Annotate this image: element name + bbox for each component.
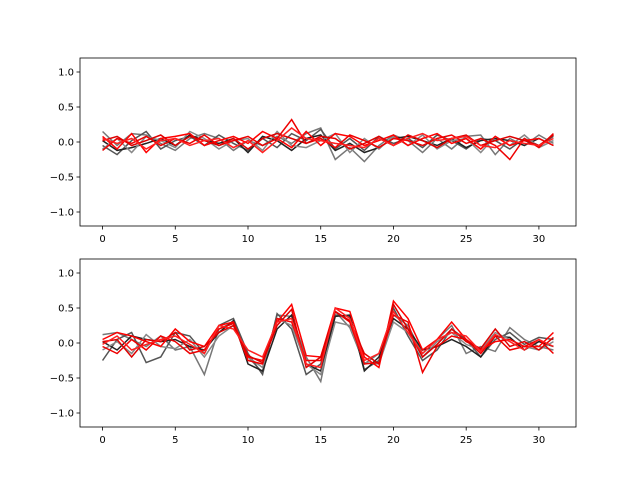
series-group <box>102 118 554 163</box>
series-line-3 <box>102 313 554 373</box>
x-tick-label: 20 <box>387 435 400 446</box>
y-tick-label: 0.0 <box>58 138 74 149</box>
y-tick-label: 0.0 <box>58 339 74 350</box>
x-tick-label: 5 <box>172 234 178 245</box>
x-tick-label: 5 <box>172 435 178 446</box>
subplot-1: 0 5 10 15 20 25 30 −1.0 −0.5 0.0 0.5 1.0 <box>50 57 577 245</box>
x-tick-label: 30 <box>533 435 546 446</box>
y-tick-label: 1.0 <box>58 68 74 79</box>
x-tick-label: 25 <box>460 234 473 245</box>
subplot-2: 0 5 10 15 20 25 30 −1.0 −0.5 0.0 0.5 1.0 <box>50 258 577 446</box>
y-tick-label: −1.0 <box>50 208 74 219</box>
x-tick-label: 0 <box>99 234 105 245</box>
y-tick-label: 1.0 <box>58 269 74 280</box>
series-line-8 <box>102 127 554 154</box>
y-tick-label: −0.5 <box>50 374 74 385</box>
series-group <box>101 299 554 384</box>
x-tick-label: 30 <box>533 234 546 245</box>
series-line-8 <box>102 306 554 369</box>
x-tick-label: 20 <box>387 234 400 245</box>
y-tick-label: 0.5 <box>58 103 74 114</box>
x-tick-label: 10 <box>242 435 255 446</box>
series-line-5 <box>102 130 554 154</box>
y-tick-label: −1.0 <box>50 409 74 420</box>
x-tick-label: 15 <box>314 435 327 446</box>
x-tick-label: 25 <box>460 435 473 446</box>
series-line-7 <box>102 302 554 369</box>
x-tick-label: 10 <box>242 234 255 245</box>
x-tick-label: 15 <box>314 234 327 245</box>
y-tick-label: −0.5 <box>50 173 74 184</box>
y-tick-label: 0.5 <box>58 304 74 315</box>
x-tick-label: 0 <box>99 435 105 446</box>
